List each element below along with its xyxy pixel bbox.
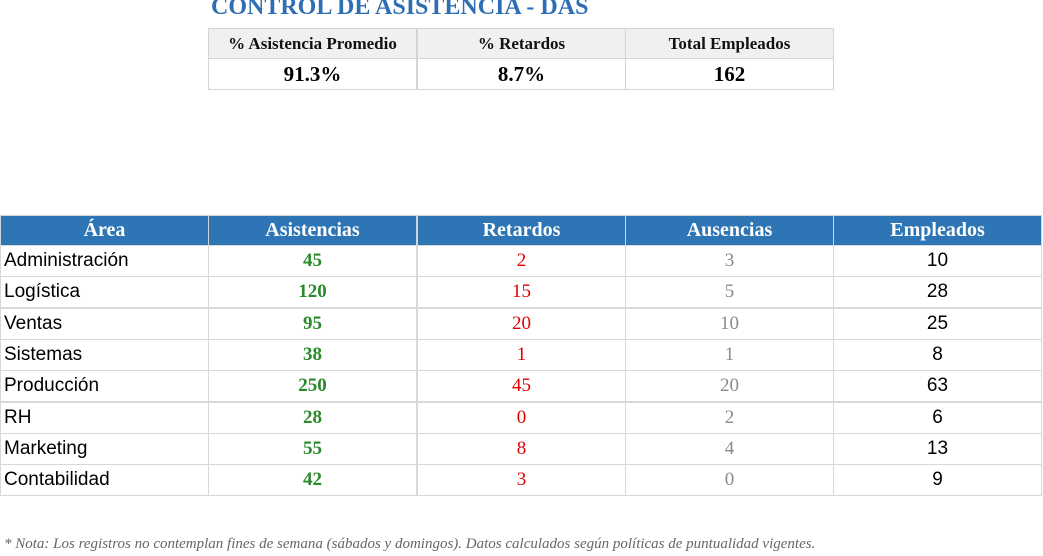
summary-header: % Asistencia Promedio [208, 28, 417, 59]
table-cell: 3 [625, 245, 834, 277]
table-cell: 13 [833, 432, 1042, 465]
table-cell: 45 [417, 370, 626, 403]
note: * Nota: Los registros no contemplan fine… [4, 536, 816, 552]
table-cell: 5 [625, 276, 834, 309]
table-cell: 28 [208, 401, 417, 434]
table-cell: 9 [833, 464, 1042, 497]
table-cell: 55 [208, 432, 417, 465]
table-cell: 20 [625, 370, 834, 403]
table-cell: 6 [833, 401, 1042, 434]
table-cell: 10 [625, 307, 834, 340]
title: CONTROL DE ASISTENCIA - DAS [211, 0, 589, 20]
table-cell: 2 [417, 245, 626, 277]
table-cell: 20 [417, 307, 626, 340]
column-header: Ausencias [625, 215, 834, 246]
table-cell: 10 [833, 245, 1042, 277]
column-header: Área [0, 215, 209, 246]
column-header: Retardos [417, 215, 626, 246]
table-cell: 95 [208, 307, 417, 340]
table-cell: Administración [0, 245, 209, 277]
table-cell: 120 [208, 276, 417, 309]
column-header: Asistencias [208, 215, 417, 246]
table-cell: RH [0, 401, 209, 434]
column-header: Empleados [833, 215, 1042, 246]
table-cell: 3 [417, 464, 626, 497]
table-cell: 250 [208, 370, 417, 403]
table-cell: 42 [208, 464, 417, 497]
table-cell: Contabilidad [0, 464, 209, 497]
table-cell: 15 [417, 276, 626, 309]
table-cell: 8 [833, 338, 1042, 371]
table-cell: 28 [833, 276, 1042, 309]
summary-value: 91.3% [208, 58, 417, 90]
table-cell: Ventas [0, 307, 209, 340]
table-cell: 1 [417, 338, 626, 371]
table-cell: Producción [0, 370, 209, 403]
summary-value: 8.7% [417, 58, 626, 90]
table-cell: 0 [417, 401, 626, 434]
summary-value: 162 [625, 58, 834, 90]
summary-header: Total Empleados [625, 28, 834, 59]
table-cell: 25 [833, 307, 1042, 340]
table-cell: 4 [625, 432, 834, 465]
table-cell: 2 [625, 401, 834, 434]
table-cell: 38 [208, 338, 417, 371]
table-cell: 0 [625, 464, 834, 497]
table-cell: 8 [417, 432, 626, 465]
table-cell: 1 [625, 338, 834, 371]
table-cell: Marketing [0, 432, 209, 465]
table-cell: Logística [0, 276, 209, 309]
table-cell: 45 [208, 245, 417, 277]
table-cell: Sistemas [0, 338, 209, 371]
summary-header: % Retardos [417, 28, 626, 59]
table-cell: 63 [833, 370, 1042, 403]
